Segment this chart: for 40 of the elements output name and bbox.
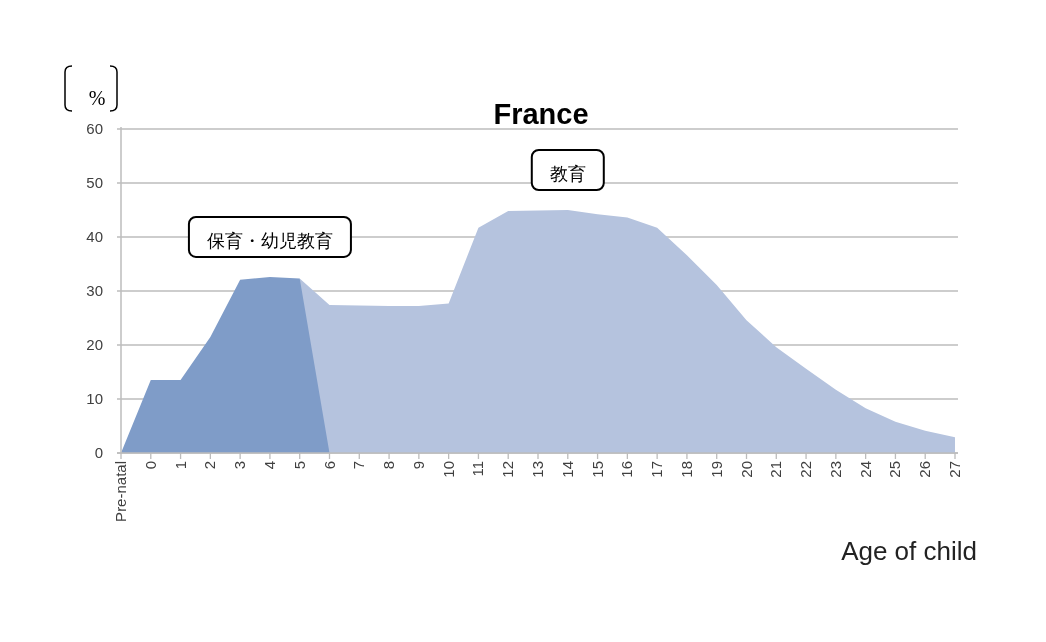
x-tick-label: 11 bbox=[469, 461, 487, 477]
x-tick-label: 18 bbox=[677, 461, 695, 478]
x-tick-label: 16 bbox=[618, 461, 636, 478]
y-tick-label: 30 bbox=[86, 282, 103, 299]
x-tick-label: 19 bbox=[707, 461, 725, 478]
x-tick-label: 1 bbox=[171, 461, 189, 470]
x-tick-label: Pre-natal bbox=[112, 461, 129, 522]
x-tick-label: 7 bbox=[350, 461, 368, 470]
x-tick-label: 17 bbox=[648, 461, 666, 478]
x-tick-label: 22 bbox=[797, 461, 815, 478]
chart-title: France bbox=[493, 98, 589, 130]
x-tick-label: 8 bbox=[380, 461, 398, 470]
x-tick-label: 5 bbox=[290, 461, 308, 470]
x-tick-label: 27 bbox=[946, 461, 963, 478]
y-tick-label: 10 bbox=[86, 390, 103, 407]
x-tick-label: 23 bbox=[826, 461, 844, 478]
x-tick-label: 24 bbox=[856, 461, 874, 478]
x-tick-label: 12 bbox=[499, 461, 517, 478]
x-tick-label: 14 bbox=[558, 461, 576, 478]
y-tick-label: 40 bbox=[86, 228, 103, 245]
series-label: 保育・幼児教育 bbox=[206, 230, 333, 251]
x-axis-title: Age of child bbox=[841, 536, 977, 566]
x-tick-label: 3 bbox=[231, 461, 249, 470]
x-tick-label: 25 bbox=[886, 461, 904, 478]
x-tick-label: 13 bbox=[529, 461, 546, 478]
x-tick-label: 9 bbox=[409, 461, 427, 470]
y-tick-label: 60 bbox=[86, 120, 103, 137]
x-tick-label: 0 bbox=[141, 461, 159, 470]
y-tick-label: 20 bbox=[86, 336, 103, 353]
y-axis-title: % bbox=[88, 87, 106, 109]
x-tick-label: 4 bbox=[260, 461, 278, 470]
x-tick-label: 26 bbox=[916, 461, 934, 478]
x-tick-label: 20 bbox=[737, 461, 755, 478]
series-label: 教育 bbox=[549, 164, 586, 184]
x-tick-label: 21 bbox=[767, 461, 785, 478]
x-tick-label: 2 bbox=[201, 461, 219, 470]
y-tick-label: 50 bbox=[86, 174, 103, 191]
x-tick-label: 6 bbox=[320, 461, 338, 470]
x-tick-label: 15 bbox=[588, 461, 606, 478]
x-tick-label: 10 bbox=[439, 461, 457, 478]
